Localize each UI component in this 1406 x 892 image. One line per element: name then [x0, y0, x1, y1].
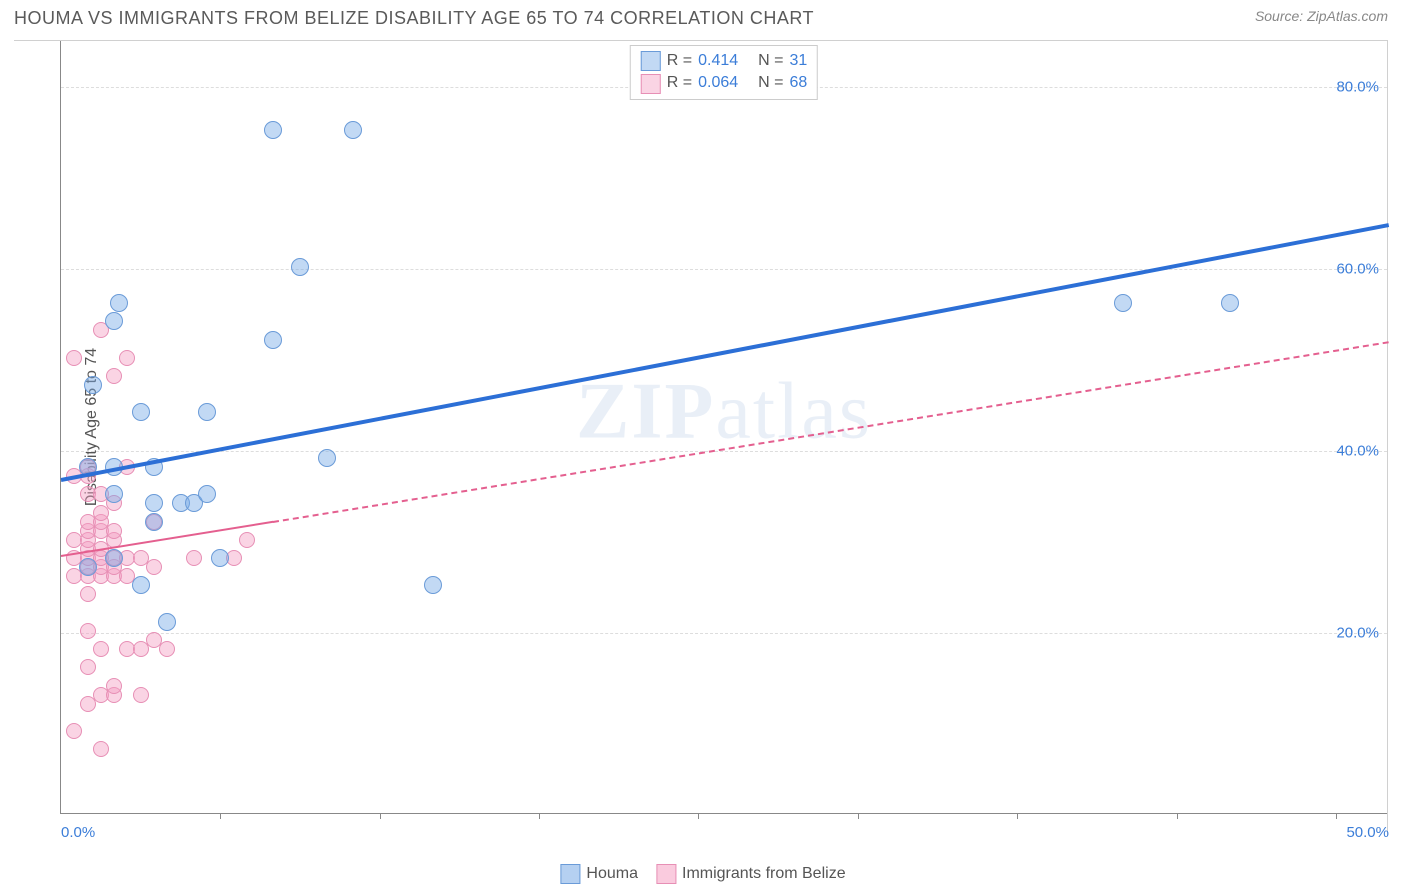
- series-legend: Houma Immigrants from Belize: [560, 864, 845, 884]
- legend-swatch: [560, 864, 580, 884]
- data-point: [146, 559, 162, 575]
- legend-n-label: N =: [758, 72, 783, 94]
- legend-row: R = 0.064 N = 68: [641, 72, 807, 94]
- legend-swatch: [641, 51, 661, 71]
- x-tick: [698, 813, 699, 819]
- data-point: [80, 623, 96, 639]
- data-point: [186, 550, 202, 566]
- data-point: [110, 294, 128, 312]
- data-point: [106, 368, 122, 384]
- chart-container: ZIPatlas Disability Age 65 to 74 R =0.41…: [14, 40, 1388, 836]
- data-point: [105, 549, 123, 567]
- x-tick: [380, 813, 381, 819]
- chart-header: HOUMA VS IMMIGRANTS FROM BELIZE DISABILI…: [0, 0, 1406, 31]
- data-point: [145, 513, 163, 531]
- data-point: [198, 403, 216, 421]
- data-point: [1221, 294, 1239, 312]
- data-point: [132, 576, 150, 594]
- legend-r-label: R =: [667, 50, 692, 72]
- data-point: [198, 485, 216, 503]
- x-tick: [1017, 813, 1018, 819]
- legend-row: R = 0.414 N = 31: [641, 50, 807, 72]
- data-point: [66, 723, 82, 739]
- data-point: [132, 403, 150, 421]
- data-point: [80, 659, 96, 675]
- data-point: [84, 376, 102, 394]
- y-tick-label: 40.0%: [1336, 442, 1379, 459]
- x-tick-label: 50.0%: [1346, 824, 1389, 841]
- data-point: [318, 449, 336, 467]
- data-point: [145, 494, 163, 512]
- gridline: [61, 269, 1387, 270]
- data-point: [133, 687, 149, 703]
- data-point: [93, 641, 109, 657]
- x-tick: [1177, 813, 1178, 819]
- x-tick: [220, 813, 221, 819]
- plot-area: ZIPatlas Disability Age 65 to 74 R =0.41…: [60, 41, 1387, 814]
- legend-r-label: R =: [667, 72, 692, 94]
- trend-line-dashed: [273, 341, 1389, 523]
- data-point: [158, 613, 176, 631]
- y-tick-label: 20.0%: [1336, 624, 1379, 641]
- y-tick-label: 60.0%: [1336, 260, 1379, 277]
- legend-r-value: 0.414: [698, 50, 752, 72]
- data-point: [424, 576, 442, 594]
- x-tick: [1336, 813, 1337, 819]
- data-point: [264, 331, 282, 349]
- data-point: [159, 641, 175, 657]
- data-point: [80, 586, 96, 602]
- gridline: [61, 633, 1387, 634]
- data-point: [93, 741, 109, 757]
- legend-swatch: [641, 74, 661, 94]
- data-point: [106, 678, 122, 694]
- data-point: [1114, 294, 1132, 312]
- x-tick-label: 0.0%: [61, 824, 95, 841]
- series-legend-label: Immigrants from Belize: [682, 865, 846, 883]
- data-point: [105, 485, 123, 503]
- data-point: [264, 121, 282, 139]
- series-legend-item: Houma: [560, 864, 638, 884]
- data-point: [344, 121, 362, 139]
- series-legend-item: Immigrants from Belize: [656, 864, 846, 884]
- y-tick-label: 80.0%: [1336, 78, 1379, 95]
- data-point: [106, 523, 122, 539]
- data-point: [239, 532, 255, 548]
- source-attribution: Source: ZipAtlas.com: [1255, 8, 1388, 24]
- data-point: [79, 558, 97, 576]
- legend-n-value: 68: [789, 72, 807, 94]
- data-point: [291, 258, 309, 276]
- legend-swatch: [656, 864, 676, 884]
- data-point: [119, 350, 135, 366]
- watermark: ZIPatlas: [576, 366, 872, 457]
- chart-title: HOUMA VS IMMIGRANTS FROM BELIZE DISABILI…: [14, 8, 814, 29]
- data-point: [66, 350, 82, 366]
- x-tick: [539, 813, 540, 819]
- data-point: [105, 312, 123, 330]
- legend-n-value: 31: [789, 50, 807, 72]
- data-point: [211, 549, 229, 567]
- x-tick: [858, 813, 859, 819]
- legend-r-value: 0.064: [698, 72, 752, 94]
- correlation-legend: R = 0.414 N = 31 R = 0.064 N = 68: [630, 45, 818, 100]
- legend-n-label: N =: [758, 50, 783, 72]
- trend-line: [61, 223, 1390, 482]
- gridline: [61, 451, 1387, 452]
- series-legend-label: Houma: [586, 865, 638, 883]
